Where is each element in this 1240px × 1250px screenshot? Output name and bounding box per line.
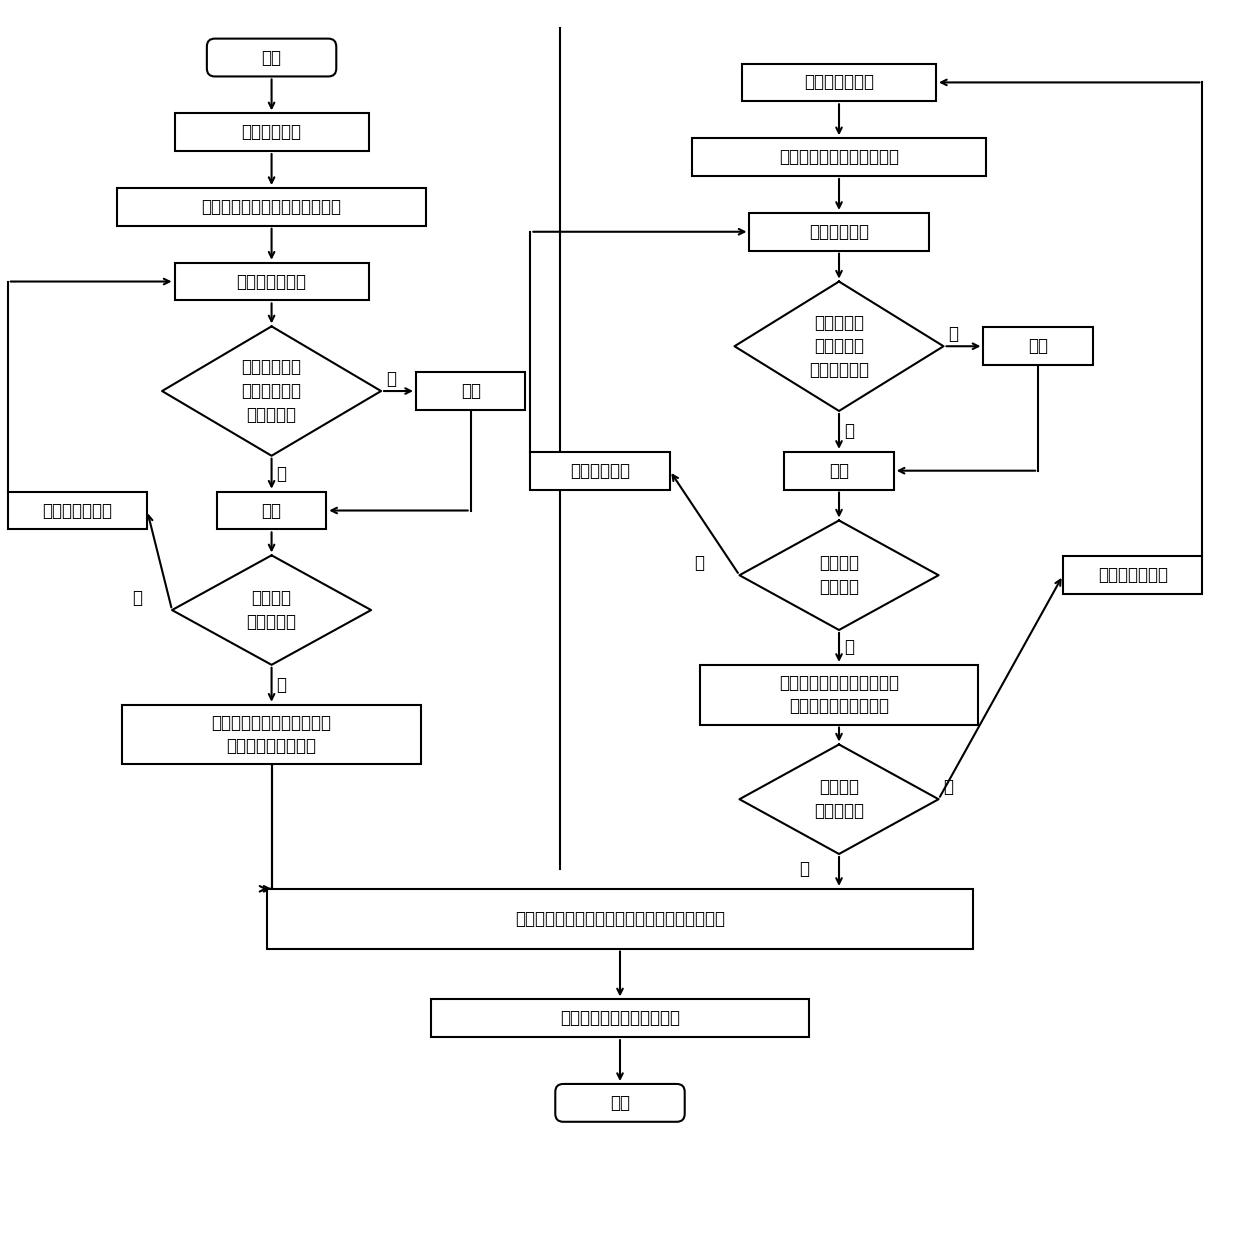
Bar	[430, 999, 810, 1038]
Text: 开始: 开始	[262, 49, 281, 66]
Text: 下一个刀位点: 下一个刀位点	[570, 461, 630, 480]
Text: 刀位点在边
界内或边界
外最近一个？: 刀位点在边 界内或边界 外最近一个？	[808, 314, 869, 379]
Bar	[1063, 556, 1203, 594]
Text: 最后一条
加工轨迹？: 最后一条 加工轨迹？	[247, 589, 296, 631]
Text: 保留: 保留	[262, 501, 281, 520]
Text: 是: 是	[277, 676, 286, 694]
Text: 下一条加工轨迹: 下一条加工轨迹	[42, 501, 113, 520]
Bar	[692, 139, 986, 176]
Bar	[7, 491, 148, 530]
Text: 加工轨迹在边
界内或边界外
最近一条？: 加工轨迹在边 界内或边界外 最近一条？	[242, 359, 301, 424]
Text: 均匀压缩行距至最外层加工
轨迹与边界基本重合: 均匀压缩行距至最外层加工 轨迹与边界基本重合	[212, 714, 331, 755]
Text: 否: 否	[944, 779, 954, 796]
Text: 是: 是	[277, 465, 286, 482]
Text: 否: 否	[133, 589, 143, 608]
Text: 最后一个
刀位点？: 最后一个 刀位点？	[818, 555, 859, 596]
Text: 否: 否	[694, 554, 704, 572]
Text: 是: 是	[844, 422, 854, 440]
Text: 结束: 结束	[610, 1094, 630, 1111]
Bar	[784, 451, 894, 490]
Text: 删除: 删除	[1028, 338, 1048, 355]
Bar	[742, 64, 936, 101]
Text: 第一条加工轨迹: 第一条加工轨迹	[804, 74, 874, 91]
Text: 均匀压缩步距至单一加工轨
迹的两端点落在边界上: 均匀压缩步距至单一加工轨 迹的两端点落在边界上	[779, 674, 899, 715]
Text: 最后一条
加工轨迹？: 最后一条 加工轨迹？	[813, 779, 864, 820]
Text: 依次连接所有单一加工轨迹: 依次连接所有单一加工轨迹	[560, 1009, 680, 1028]
FancyBboxPatch shape	[207, 39, 336, 76]
Bar	[267, 889, 973, 949]
Bar	[415, 372, 526, 410]
Bar	[123, 705, 420, 765]
Text: 沿切削方向拆成单个刀位点: 沿切削方向拆成单个刀位点	[779, 148, 899, 166]
Text: 否: 否	[386, 370, 396, 388]
Bar	[531, 451, 670, 490]
Bar	[217, 491, 326, 530]
Bar	[983, 328, 1092, 365]
Text: 在边界上以步距为间隔取点替换最外层加工轨迹: 在边界上以步距为间隔取点替换最外层加工轨迹	[515, 910, 725, 928]
Text: 是: 是	[844, 639, 854, 656]
Text: 删除: 删除	[461, 382, 481, 400]
Text: 第一条加工轨迹: 第一条加工轨迹	[237, 272, 306, 290]
Text: 否: 否	[949, 325, 959, 344]
Text: 初规划刀位点: 初规划刀位点	[242, 124, 301, 141]
FancyBboxPatch shape	[556, 1084, 684, 1121]
Text: 第一个刀位点: 第一个刀位点	[808, 222, 869, 241]
Text: 沿行距方向拆分成单一加工轨迹: 沿行距方向拆分成单一加工轨迹	[202, 198, 341, 216]
Text: 保留: 保留	[830, 461, 849, 480]
Bar	[175, 262, 368, 300]
Bar	[749, 213, 929, 251]
Text: 是: 是	[799, 860, 810, 877]
Text: 下一条加工轨迹: 下一条加工轨迹	[1097, 566, 1168, 584]
Bar	[118, 188, 425, 226]
Bar	[175, 114, 368, 151]
Bar	[699, 665, 978, 725]
